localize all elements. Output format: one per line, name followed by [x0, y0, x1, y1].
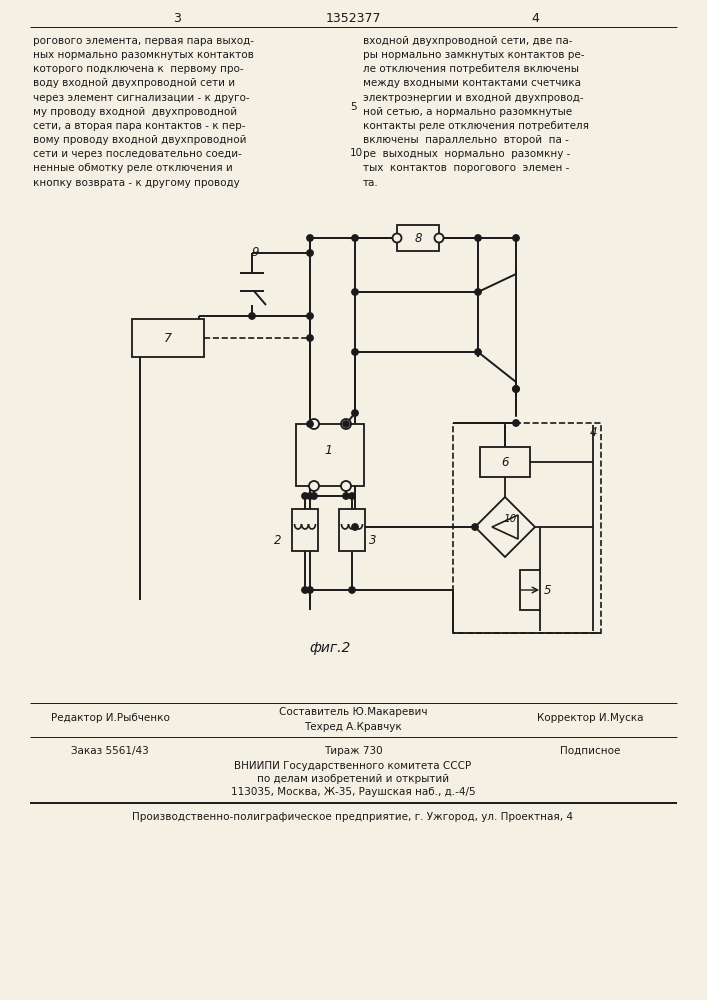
Text: Заказ 5561/43: Заказ 5561/43	[71, 746, 149, 756]
Text: 1352377: 1352377	[325, 11, 381, 24]
Bar	[453, 423, 601, 633]
Circle shape	[307, 335, 313, 341]
Circle shape	[475, 289, 481, 295]
Text: входной двухпроводной сети, две па-
ры нормально замкнутых контактов ре-
ле откл: входной двухпроводной сети, две па- ры н…	[363, 36, 589, 188]
Polygon shape	[475, 497, 535, 557]
Text: 5: 5	[351, 102, 357, 112]
Polygon shape	[492, 515, 518, 539]
Bar	[520, 570, 540, 610]
Text: Корректор И.Муска: Корректор И.Муска	[537, 713, 643, 723]
Bar	[132, 319, 204, 357]
Text: 2: 2	[274, 534, 281, 546]
Circle shape	[307, 250, 313, 256]
Text: 113035, Москва, Ж-35, Раушская наб., д.-4/5: 113035, Москва, Ж-35, Раушская наб., д.-…	[230, 787, 475, 797]
Text: Редактор И.Рыбченко: Редактор И.Рыбченко	[51, 713, 170, 723]
Circle shape	[513, 420, 519, 426]
Circle shape	[307, 313, 313, 319]
Text: 9: 9	[251, 246, 259, 259]
Circle shape	[352, 349, 358, 355]
Circle shape	[475, 235, 481, 241]
Circle shape	[307, 235, 313, 241]
Text: 4: 4	[531, 11, 539, 24]
Circle shape	[435, 233, 443, 242]
Text: Подписное: Подписное	[560, 746, 620, 756]
Circle shape	[352, 235, 358, 241]
Text: 10: 10	[503, 514, 517, 524]
Bar	[480, 447, 530, 477]
Circle shape	[392, 233, 402, 242]
Circle shape	[513, 386, 519, 392]
Circle shape	[307, 493, 313, 499]
Text: Составитель Ю.Макаревич: Составитель Ю.Макаревич	[279, 707, 427, 717]
Bar	[397, 225, 439, 251]
Text: 3: 3	[173, 11, 181, 24]
Text: 7: 7	[164, 332, 172, 344]
Circle shape	[302, 493, 308, 499]
Text: 3: 3	[369, 534, 377, 546]
Text: по делам изобретений и открытий: по делам изобретений и открытий	[257, 774, 449, 784]
Circle shape	[352, 289, 358, 295]
Circle shape	[472, 524, 478, 530]
Text: Техред А.Кравчук: Техред А.Кравчук	[304, 722, 402, 732]
Text: 1: 1	[324, 444, 332, 456]
Circle shape	[309, 481, 319, 491]
Circle shape	[309, 419, 319, 429]
Circle shape	[513, 386, 519, 392]
Text: 5: 5	[544, 584, 551, 596]
Text: 6: 6	[501, 456, 509, 468]
Bar	[296, 424, 364, 486]
Circle shape	[475, 349, 481, 355]
Text: ВНИИПИ Государственного комитета СССР: ВНИИПИ Государственного комитета СССР	[235, 761, 472, 771]
Bar	[292, 509, 318, 551]
Circle shape	[307, 421, 313, 427]
Circle shape	[349, 587, 355, 593]
Circle shape	[349, 493, 355, 499]
Circle shape	[302, 587, 308, 593]
Circle shape	[352, 410, 358, 416]
Text: Производственно-полиграфическое предприятие, г. Ужгород, ул. Проектная, 4: Производственно-полиграфическое предприя…	[132, 812, 573, 822]
Circle shape	[352, 524, 358, 530]
Circle shape	[341, 481, 351, 491]
Circle shape	[249, 313, 255, 319]
Circle shape	[513, 235, 519, 241]
Circle shape	[311, 493, 317, 499]
Circle shape	[307, 587, 313, 593]
Text: фиг.2: фиг.2	[309, 641, 351, 655]
Text: Тираж 730: Тираж 730	[324, 746, 382, 756]
Circle shape	[343, 493, 349, 499]
Text: рогового элемента, первая пара выход-
ных нормально разомкнутых контактов
которо: рогового элемента, первая пара выход- ны…	[33, 36, 254, 188]
Bar	[339, 509, 365, 551]
Circle shape	[343, 421, 349, 427]
Text: 10: 10	[349, 148, 363, 158]
Text: 8: 8	[414, 232, 422, 244]
Circle shape	[341, 419, 351, 429]
Text: 4: 4	[590, 426, 597, 440]
